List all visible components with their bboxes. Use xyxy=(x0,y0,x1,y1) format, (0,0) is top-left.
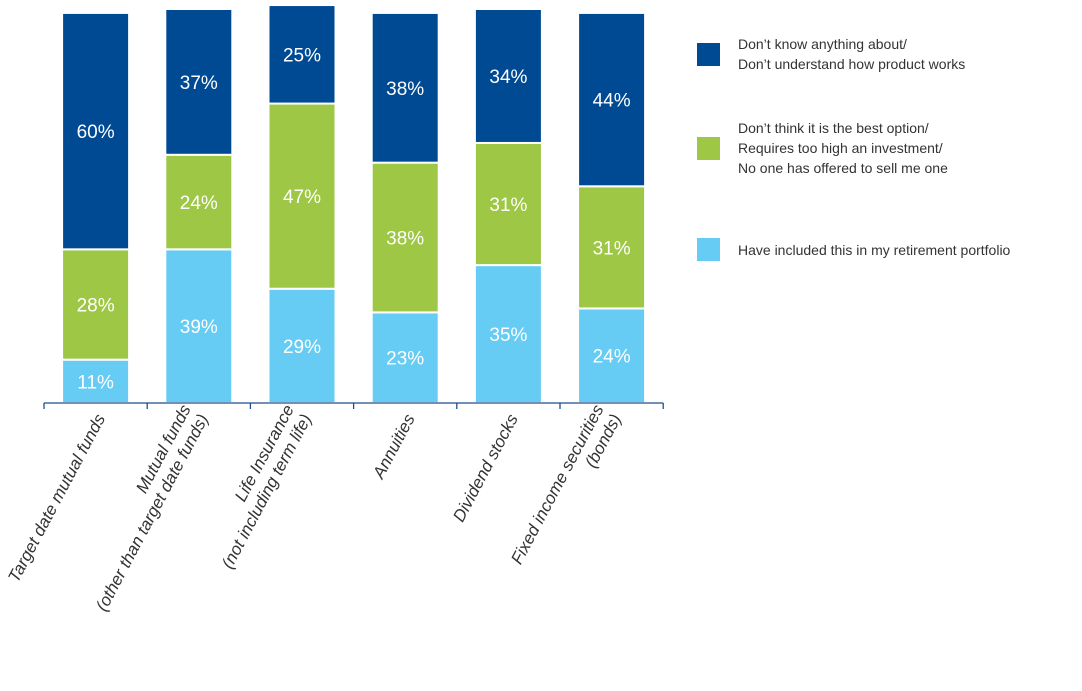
x-tick-label: Life Insurance(not including term life) xyxy=(200,402,315,572)
bar-value-label: 38% xyxy=(386,229,424,250)
x-tick-labels: Target date mutual funds Mutual funds(oth… xyxy=(4,401,625,614)
x-tick-label: Dividend stocks xyxy=(449,411,522,525)
bar-segment xyxy=(473,8,543,144)
bar-segment xyxy=(164,153,234,251)
bar-segment xyxy=(164,8,234,156)
bar-value-label: 31% xyxy=(489,195,527,216)
x-tick-label-line: Target date mutual funds xyxy=(4,411,109,586)
bar-segment xyxy=(61,248,131,361)
x-tick-label-line: Annuities xyxy=(369,411,419,483)
bar-value-label: 44% xyxy=(593,91,631,112)
bar-value-label: 38% xyxy=(386,79,424,100)
bar-segment xyxy=(267,102,337,290)
x-tick-label: Fixed income securities(bonds) xyxy=(507,401,625,577)
bar-value-label: 60% xyxy=(77,122,115,143)
x-tick-label-line: Dividend stocks xyxy=(449,411,522,525)
bar-segment xyxy=(164,248,234,404)
x-tick-label-line: (other than target date funds) xyxy=(92,411,212,614)
bar-segment xyxy=(577,307,647,404)
bar-segment xyxy=(370,161,440,314)
bar-value-label: 34% xyxy=(489,67,527,88)
x-tick-label: Target date mutual funds xyxy=(4,411,109,586)
bar-segment xyxy=(267,4,337,105)
bars-layer: 11% 28% 60% 39% 24% 37% 29% 47% 25% 23% 38% 38% 35% 3… xyxy=(61,4,647,405)
bar-value-label: 24% xyxy=(180,193,218,214)
bar-segment xyxy=(370,311,440,405)
bar-value-label: 31% xyxy=(593,238,631,259)
bar-value-label: 47% xyxy=(283,187,321,208)
bar-value-label: 23% xyxy=(386,349,424,370)
bar-segment xyxy=(577,11,647,188)
bar-value-label: 11% xyxy=(77,372,114,393)
bar-segment xyxy=(577,185,647,310)
bar-value-label: 35% xyxy=(489,325,527,346)
bar-segment xyxy=(370,11,440,164)
x-axis xyxy=(43,402,664,409)
bar-value-label: 28% xyxy=(77,296,115,317)
bar-segment xyxy=(61,11,131,251)
bar-value-label: 25% xyxy=(283,45,321,66)
x-tick-label-line: Fixed income securities xyxy=(507,401,607,567)
bar-value-label: 29% xyxy=(283,337,321,358)
x-tick-label: Annuities xyxy=(369,411,419,483)
bar-value-label: 37% xyxy=(180,73,218,94)
bar-value-label: 24% xyxy=(593,347,631,368)
bar-value-label: 39% xyxy=(180,317,218,338)
